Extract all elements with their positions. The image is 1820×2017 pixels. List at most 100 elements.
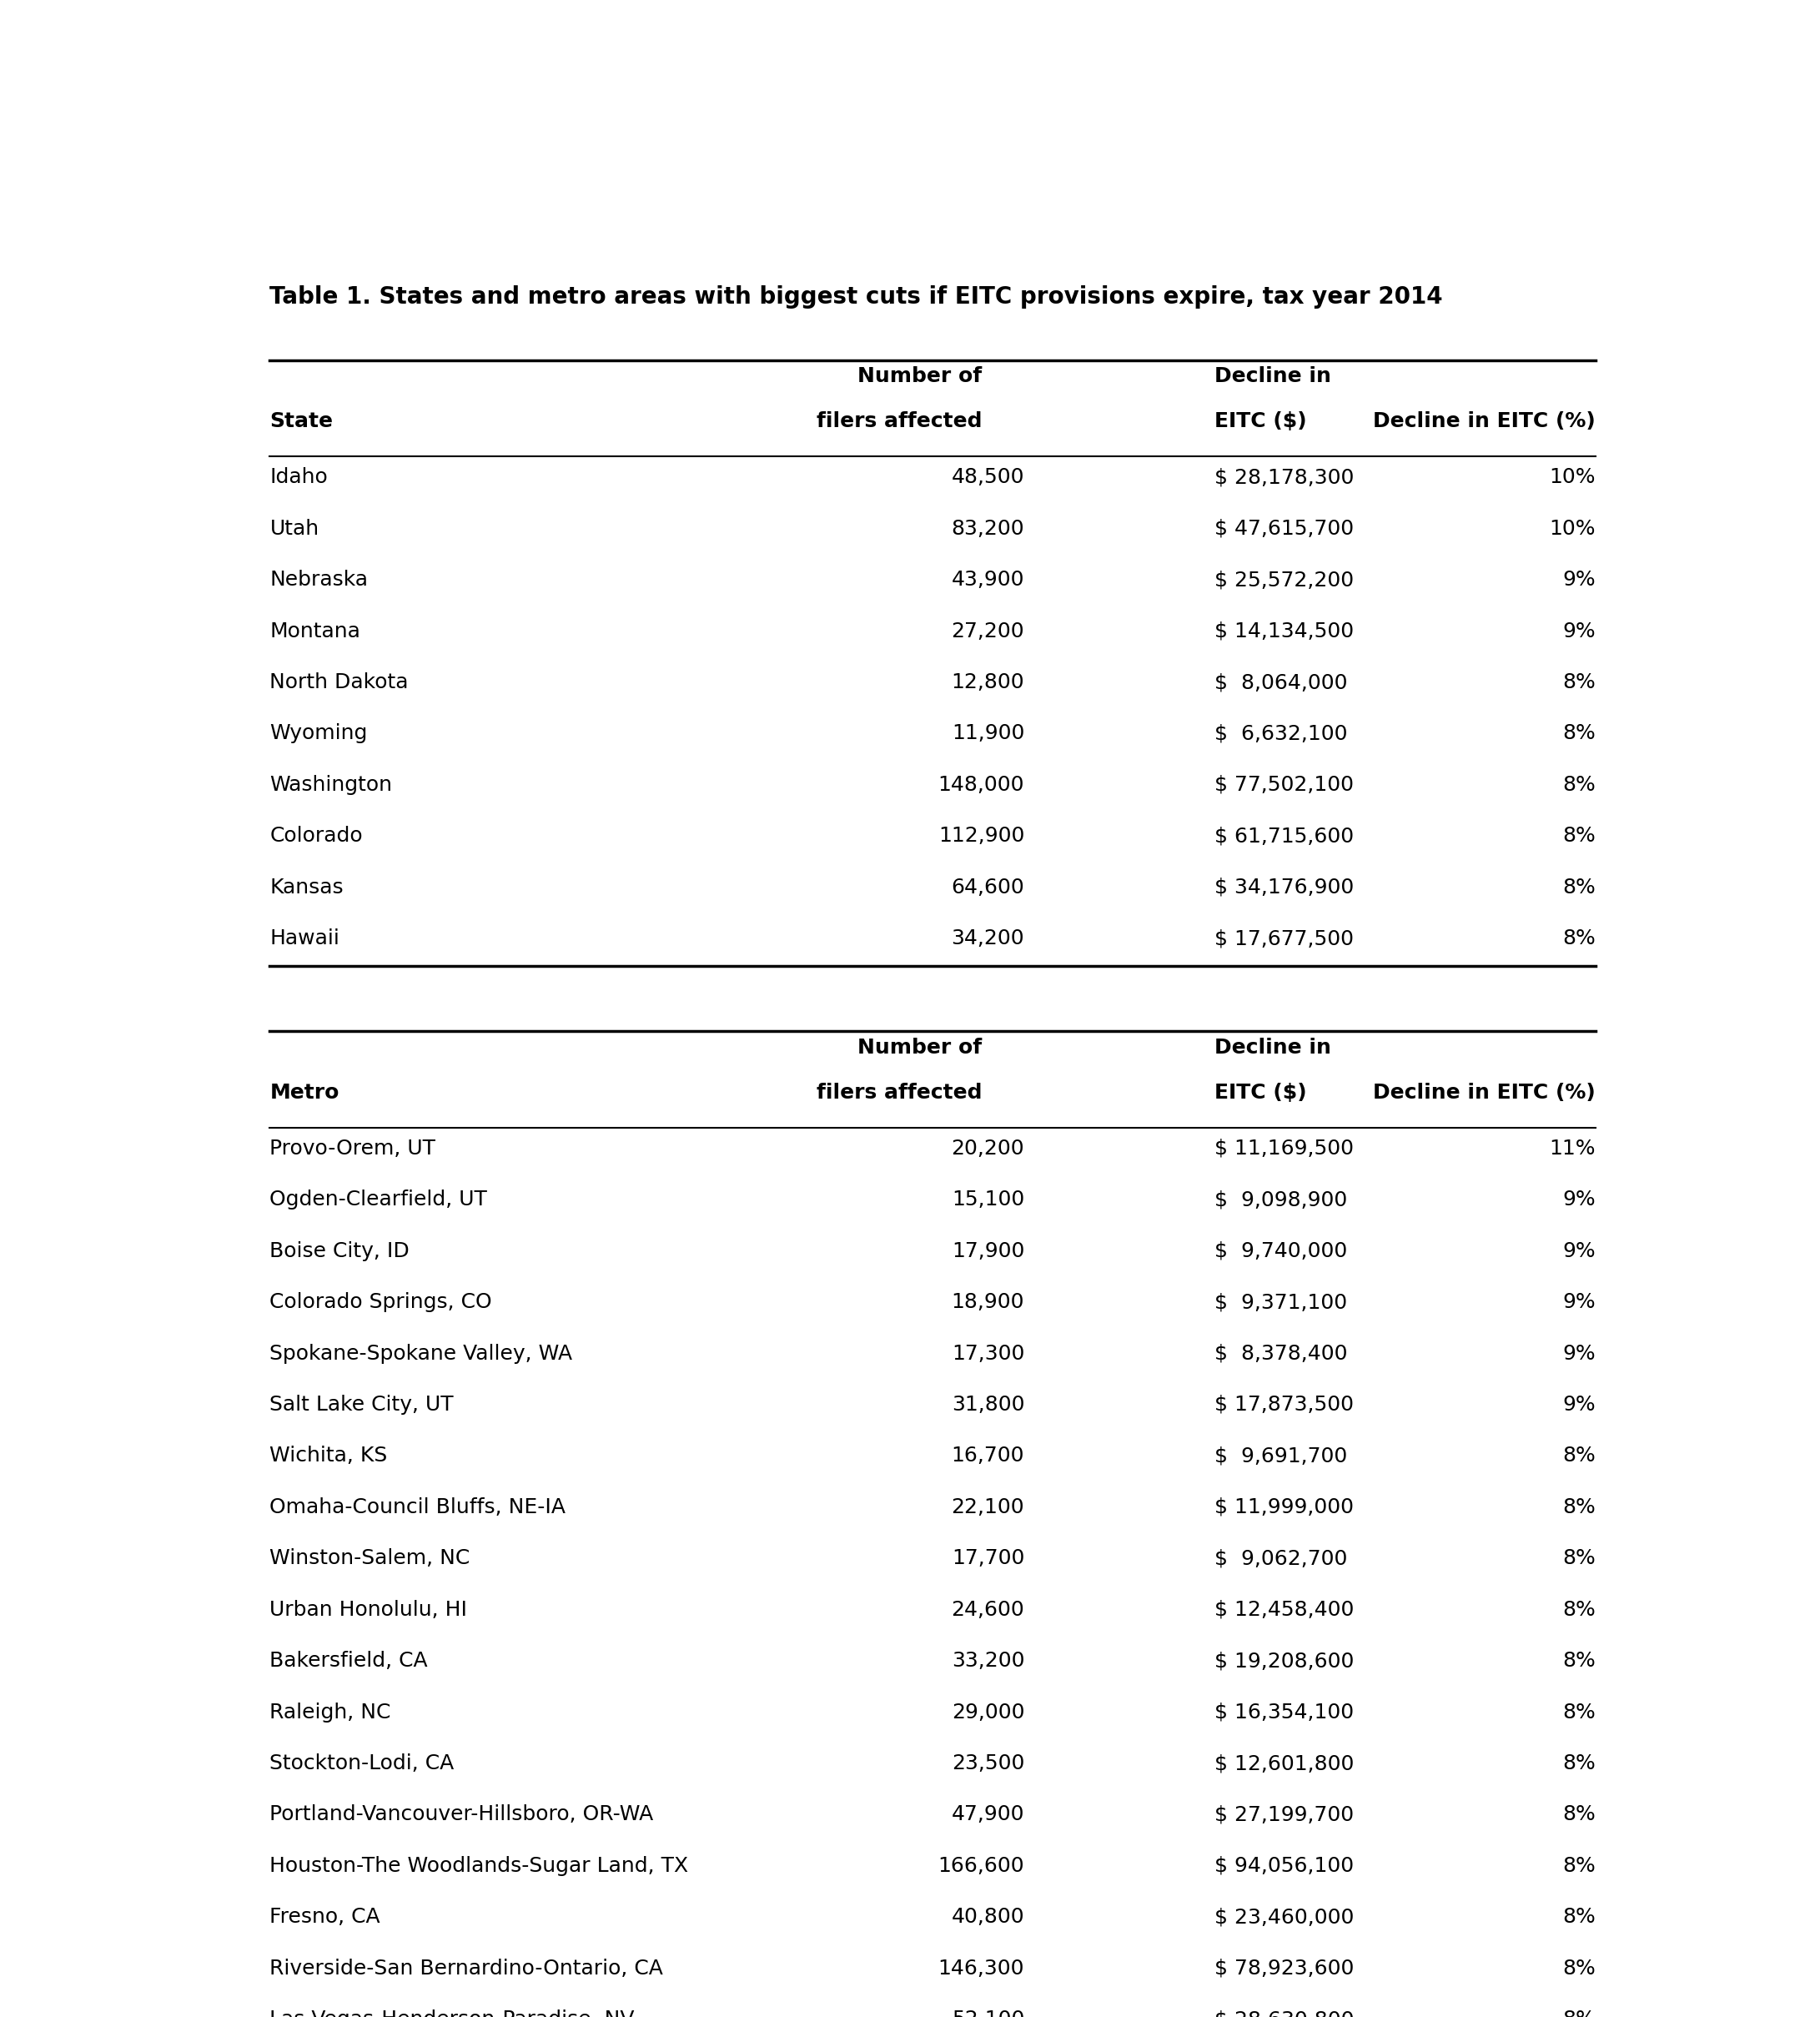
Text: $ 16,354,100: $ 16,354,100 (1216, 1702, 1354, 1723)
Text: 112,900: 112,900 (937, 827, 1025, 847)
Text: 22,100: 22,100 (952, 1497, 1025, 1517)
Text: Decline in: Decline in (1216, 1037, 1332, 1057)
Text: 8%: 8% (1563, 1959, 1596, 1979)
Text: 18,900: 18,900 (952, 1293, 1025, 1313)
Text: 8%: 8% (1563, 1599, 1596, 1620)
Text: 64,600: 64,600 (952, 877, 1025, 898)
Text: Colorado: Colorado (269, 827, 362, 847)
Text: 17,900: 17,900 (952, 1240, 1025, 1261)
Text: $ 61,715,600: $ 61,715,600 (1216, 827, 1354, 847)
Text: $  9,098,900: $ 9,098,900 (1216, 1190, 1347, 1210)
Text: 48,500: 48,500 (952, 468, 1025, 488)
Text: Salt Lake City, UT: Salt Lake City, UT (269, 1394, 453, 1414)
Text: Nebraska: Nebraska (269, 571, 368, 589)
Text: $ 28,178,300: $ 28,178,300 (1216, 468, 1354, 488)
Text: Urban Honolulu, HI: Urban Honolulu, HI (269, 1599, 468, 1620)
Text: $ 12,601,800: $ 12,601,800 (1216, 1753, 1354, 1773)
Text: 8%: 8% (1563, 1753, 1596, 1773)
Text: $ 34,176,900: $ 34,176,900 (1216, 877, 1354, 898)
Text: 29,000: 29,000 (952, 1702, 1025, 1723)
Text: 8%: 8% (1563, 1856, 1596, 1876)
Text: North Dakota: North Dakota (269, 672, 410, 692)
Text: $ 17,677,500: $ 17,677,500 (1216, 928, 1354, 948)
Text: 148,000: 148,000 (937, 775, 1025, 795)
Text: Wyoming: Wyoming (269, 724, 368, 744)
Text: 43,900: 43,900 (952, 571, 1025, 589)
Text: 146,300: 146,300 (937, 1959, 1025, 1979)
Text: 20,200: 20,200 (952, 1138, 1025, 1158)
Text: 23,500: 23,500 (952, 1753, 1025, 1773)
Text: Omaha-Council Bluffs, NE-IA: Omaha-Council Bluffs, NE-IA (269, 1497, 566, 1517)
Text: 47,900: 47,900 (952, 1805, 1025, 1825)
Text: 10%: 10% (1549, 468, 1596, 488)
Text: 8%: 8% (1563, 724, 1596, 744)
Text: Kansas: Kansas (269, 877, 344, 898)
Text: 27,200: 27,200 (952, 621, 1025, 641)
Text: 9%: 9% (1563, 1190, 1596, 1210)
Text: 8%: 8% (1563, 1497, 1596, 1517)
Text: 8%: 8% (1563, 928, 1596, 948)
Text: $  9,740,000: $ 9,740,000 (1216, 1240, 1347, 1261)
Text: 8%: 8% (1563, 1652, 1596, 1670)
Text: 9%: 9% (1563, 571, 1596, 589)
Text: 9%: 9% (1563, 1240, 1596, 1261)
Text: Table 1. States and metro areas with biggest cuts if EITC provisions expire, tax: Table 1. States and metro areas with big… (269, 286, 1443, 309)
Text: 17,300: 17,300 (952, 1343, 1025, 1363)
Text: Raleigh, NC: Raleigh, NC (269, 1702, 391, 1723)
Text: $ 47,615,700: $ 47,615,700 (1216, 518, 1354, 539)
Text: Winston-Salem, NC: Winston-Salem, NC (269, 1549, 470, 1569)
Text: $  8,064,000: $ 8,064,000 (1216, 672, 1349, 692)
Text: Colorado Springs, CO: Colorado Springs, CO (269, 1293, 491, 1313)
Text: $ 78,923,600: $ 78,923,600 (1216, 1959, 1354, 1979)
Text: $  9,691,700: $ 9,691,700 (1216, 1446, 1347, 1466)
Text: 9%: 9% (1563, 1293, 1596, 1313)
Text: Ogden-Clearfield, UT: Ogden-Clearfield, UT (269, 1190, 488, 1210)
Text: Wichita, KS: Wichita, KS (269, 1446, 388, 1466)
Text: Idaho: Idaho (269, 468, 328, 488)
Text: 8%: 8% (1563, 827, 1596, 847)
Text: EITC ($): EITC ($) (1216, 1083, 1307, 1103)
Text: 33,200: 33,200 (952, 1652, 1025, 1670)
Text: 8%: 8% (1563, 1805, 1596, 1825)
Text: $ 17,873,500: $ 17,873,500 (1216, 1394, 1354, 1414)
Text: Metro: Metro (269, 1083, 339, 1103)
Text: 8%: 8% (1563, 1446, 1596, 1466)
Text: filers affected: filers affected (817, 1083, 983, 1103)
Text: Hawaii: Hawaii (269, 928, 340, 948)
Text: 8%: 8% (1563, 1702, 1596, 1723)
Text: Number of: Number of (857, 367, 983, 387)
Text: Riverside-San Bernardino-Ontario, CA: Riverside-San Bernardino-Ontario, CA (269, 1959, 664, 1979)
Text: $ 77,502,100: $ 77,502,100 (1216, 775, 1354, 795)
Text: 10%: 10% (1549, 518, 1596, 539)
Text: State: State (269, 411, 333, 432)
Text: Decline in: Decline in (1216, 367, 1332, 387)
Text: 17,700: 17,700 (952, 1549, 1025, 1569)
Text: $ 94,056,100: $ 94,056,100 (1216, 1856, 1354, 1876)
Text: 34,200: 34,200 (952, 928, 1025, 948)
Text: Number of: Number of (857, 1037, 983, 1057)
Text: 12,800: 12,800 (952, 672, 1025, 692)
Text: 8%: 8% (1563, 775, 1596, 795)
Text: Fresno, CA: Fresno, CA (269, 1908, 380, 1926)
Text: Montana: Montana (269, 621, 360, 641)
Text: Boise City, ID: Boise City, ID (269, 1240, 410, 1261)
Text: 9%: 9% (1563, 1394, 1596, 1414)
Text: filers affected: filers affected (817, 411, 983, 432)
Text: Spokane-Spokane Valley, WA: Spokane-Spokane Valley, WA (269, 1343, 573, 1363)
Text: 24,600: 24,600 (952, 1599, 1025, 1620)
Text: Utah: Utah (269, 518, 318, 539)
Text: $  8,378,400: $ 8,378,400 (1216, 1343, 1349, 1363)
Text: 166,600: 166,600 (937, 1856, 1025, 1876)
Text: Decline in EITC (%): Decline in EITC (%) (1372, 411, 1596, 432)
Text: 11,900: 11,900 (952, 724, 1025, 744)
Text: Provo-Orem, UT: Provo-Orem, UT (269, 1138, 435, 1158)
Text: $ 11,999,000: $ 11,999,000 (1216, 1497, 1354, 1517)
Text: Decline in EITC (%): Decline in EITC (%) (1372, 1083, 1596, 1103)
Text: 83,200: 83,200 (952, 518, 1025, 539)
Text: $ 23,460,000: $ 23,460,000 (1216, 1908, 1354, 1926)
Text: Houston-The Woodlands-Sugar Land, TX: Houston-The Woodlands-Sugar Land, TX (269, 1856, 688, 1876)
Text: $ 12,458,400: $ 12,458,400 (1216, 1599, 1354, 1620)
Text: 15,100: 15,100 (952, 1190, 1025, 1210)
Text: $ 25,572,200: $ 25,572,200 (1216, 571, 1354, 589)
Text: EITC ($): EITC ($) (1216, 411, 1307, 432)
